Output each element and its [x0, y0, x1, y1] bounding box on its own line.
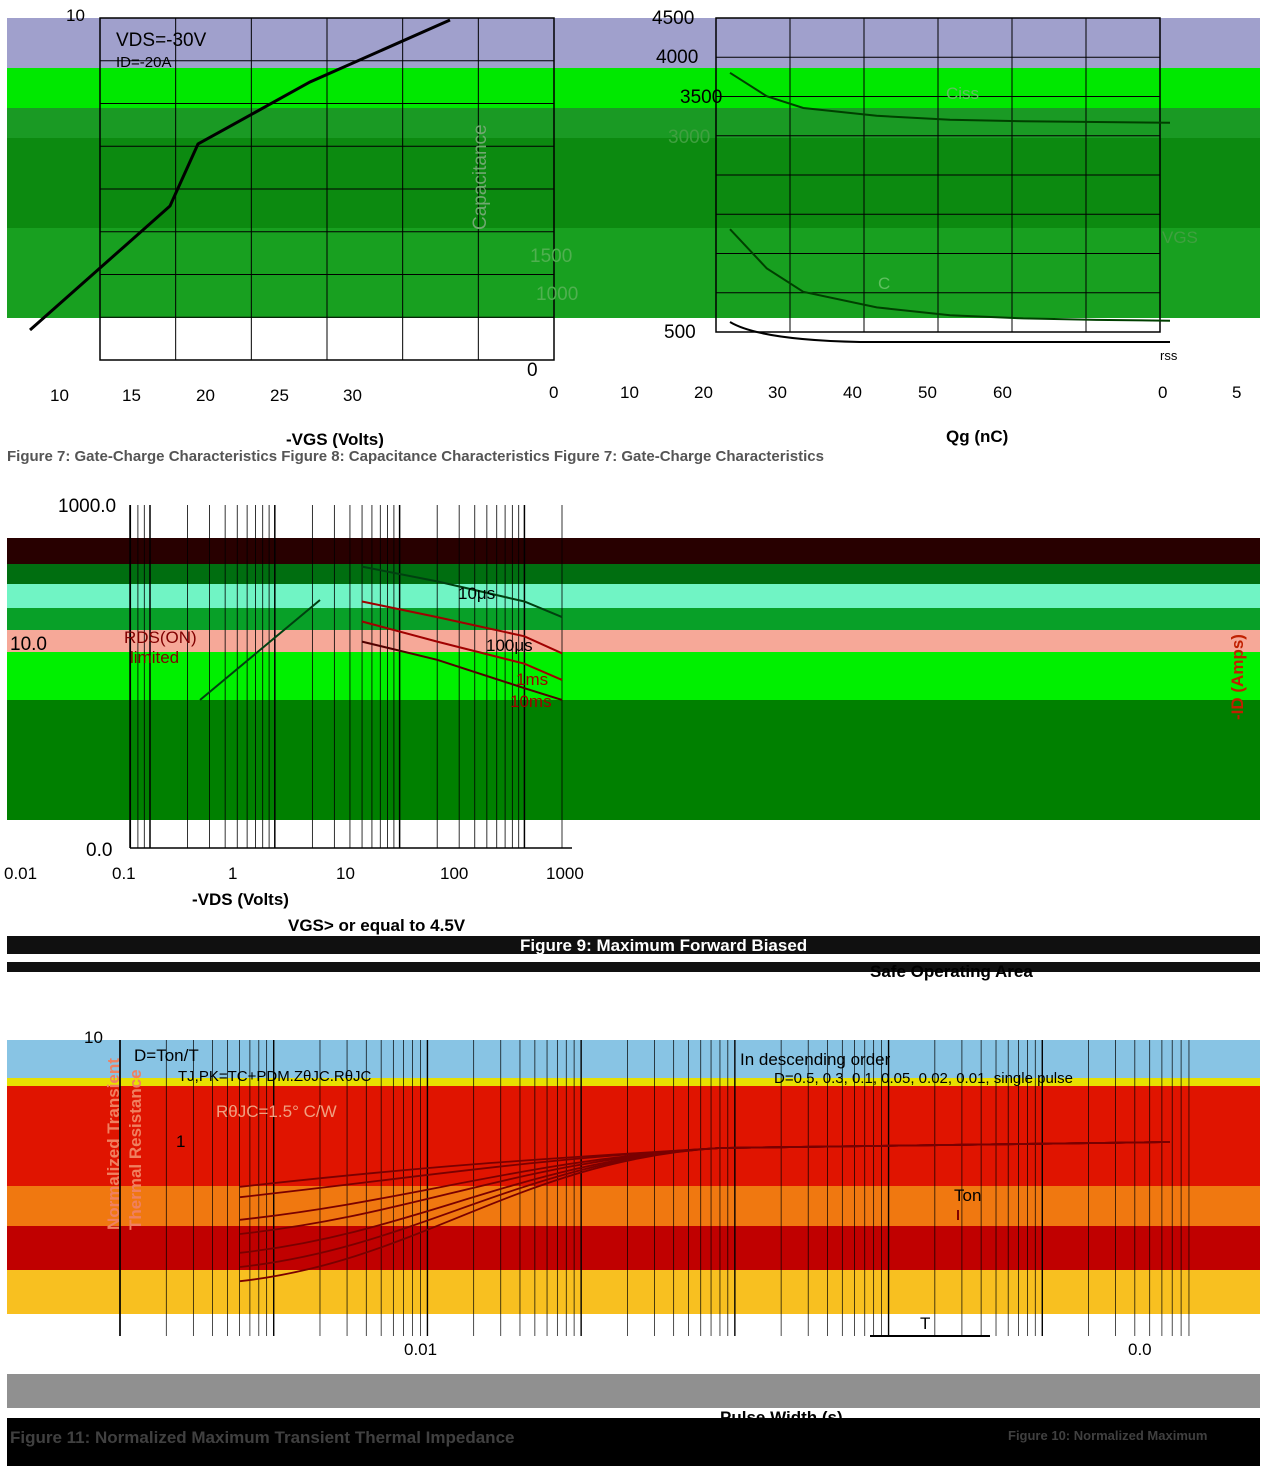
thermal-x-label: Pulse Width (s) — [720, 1408, 843, 1427]
band-maroon — [7, 538, 1260, 564]
soa-x-tick: 100 — [440, 864, 469, 883]
tj-formula: TJ,PK=TC+PDM.ZθJC.RθJC — [178, 1068, 372, 1085]
limited-label: limited — [130, 648, 180, 667]
band-black-1 — [7, 936, 1260, 954]
capacitance-y-tick: 3500 — [680, 87, 723, 108]
thermal-y-label-1: Normalized Transient — [104, 1058, 123, 1230]
soa-y-tick: 10.0 — [10, 634, 47, 655]
panel3-y-label: -ID (Amps) — [1228, 634, 1247, 720]
soa-footnote: VGS> or equal to 4.5V — [288, 916, 466, 935]
capacitance-y-tick: 0 — [527, 360, 538, 381]
capacitance-y-tick: 1000 — [536, 284, 579, 305]
soa-label-100us: 100μs — [486, 636, 533, 655]
capacitance-x-tick: 60 — [993, 383, 1012, 402]
rjc-label: RθJC=1.5° C/W — [216, 1102, 337, 1121]
ciss-label: Ciss — [946, 84, 980, 103]
capacitance-y-tick: 500 — [664, 322, 696, 343]
soa-y-tick: 1000.0 — [58, 496, 117, 517]
duty-label: D=Ton/T — [134, 1046, 199, 1065]
band-green-1 — [7, 108, 1260, 138]
thermal-y-label-2: Thermal Resistance — [126, 1069, 145, 1230]
capacitance-x-tick: 10 — [620, 383, 639, 402]
soa-caption-2: Safe Operating Area — [870, 962, 1033, 981]
gate-charge-x-tick: 20 — [196, 386, 215, 405]
capacitance-x-tick: 50 — [918, 383, 937, 402]
capacitance-y-label: Capacitance — [470, 124, 491, 230]
band-gold — [7, 1270, 1260, 1314]
crss-curve — [729, 321, 1170, 343]
vgs-note: VGS — [1162, 228, 1198, 247]
capacitance-y-tick: 4000 — [656, 47, 699, 68]
id-annotation: ID=-20A — [116, 54, 172, 71]
thermal-y-one: 1 — [176, 1132, 186, 1151]
soa-label-1ms: 1ms — [516, 670, 549, 689]
band-dark-green-1 — [7, 138, 1260, 228]
soa-label-10us: 10μs — [458, 584, 496, 603]
soa-x-tick: 10 — [336, 864, 355, 883]
thermal-caption-right: Figure 10: Normalized Maximum — [1008, 1428, 1208, 1443]
thermal-caption: Figure 11: Normalized Maximum Transient … — [10, 1428, 515, 1447]
caption-row-1-text: Figure 7: Gate-Charge Characteristics Fi… — [7, 448, 824, 465]
panel3-x-tick: 5 — [1232, 383, 1242, 402]
legend-duties: D=0.5, 0.3, 0.1, 0.05, 0.02, 0.01, singl… — [774, 1070, 1073, 1087]
panel3-x-tick: 0 — [1158, 383, 1168, 402]
gate-charge-y-top-tick: 10 — [66, 6, 85, 25]
band-dark-red — [7, 1226, 1260, 1270]
band-bright-green-1 — [7, 68, 1260, 108]
capacitance-y-tick: 4500 — [652, 8, 695, 29]
band-dark-green-2 — [7, 564, 1260, 584]
soa-x-tick: 0.01 — [4, 864, 38, 883]
band-orange — [7, 1186, 1260, 1226]
capacitance-y-tick: 1500 — [530, 246, 573, 267]
gate-charge-x-label: -VGS (Volts) — [286, 430, 384, 449]
t-label: T — [920, 1314, 931, 1333]
band-gray — [7, 1374, 1260, 1408]
capacitance-y-tick: 3000 — [668, 127, 711, 148]
caption-row-1: Figure 7: Gate-Charge Characteristics Fi… — [7, 448, 1260, 468]
capacitance-x-tick: 20 — [694, 383, 713, 402]
gate-charge-x-tick: 25 — [270, 386, 289, 405]
vds-annotation: VDS=-30V — [116, 30, 207, 51]
gate-charge-x-tick: 10 — [50, 386, 69, 405]
gate-charge-x-tick: 15 — [122, 386, 141, 405]
soa-x-tick: 0.1 — [112, 864, 136, 883]
band-green-2 — [7, 228, 1260, 318]
legend-order: In descending order — [740, 1050, 891, 1069]
coss-label: C — [878, 274, 891, 293]
band-black-3 — [7, 1418, 1260, 1466]
soa-y-tick: 0.0 — [86, 840, 113, 861]
band-light-blue — [7, 1040, 1260, 1078]
band-green-3 — [7, 608, 1260, 630]
soa-x-tick: 1 — [228, 864, 238, 883]
capacitance-x-tick: 30 — [768, 383, 787, 402]
band-red-1 — [7, 1086, 1260, 1186]
soa-caption-1: Figure 9: Maximum Forward Biased — [520, 936, 808, 955]
band-black-2 — [7, 962, 1260, 972]
band-dark-green-3 — [7, 700, 1260, 820]
crss-label: rss — [1160, 348, 1178, 363]
band-yellow — [7, 1078, 1260, 1086]
capacitance-x-tick: 40 — [843, 383, 862, 402]
gate-charge-x-tick: 30 — [343, 386, 362, 405]
thermal-x-right: 0.0 — [1128, 1340, 1152, 1359]
capacitance-x-label: Qg (nC) — [946, 427, 1009, 446]
soa-x-tick: 1000 — [546, 864, 584, 883]
capacitance-x-tick: 0 — [549, 383, 559, 402]
soa-label-10ms: 10ms — [510, 692, 552, 711]
thermal-y-top: 10 — [84, 1028, 103, 1047]
rdson-label: RDS(ON) — [124, 628, 197, 647]
band-bright-green-2 — [7, 652, 1260, 700]
ton-label: Ton — [954, 1186, 982, 1205]
thermal-x-tick-mid: 0.01 — [404, 1340, 438, 1359]
band-aqua — [7, 584, 1260, 608]
soa-x-label: -VDS (Volts) — [192, 890, 289, 909]
